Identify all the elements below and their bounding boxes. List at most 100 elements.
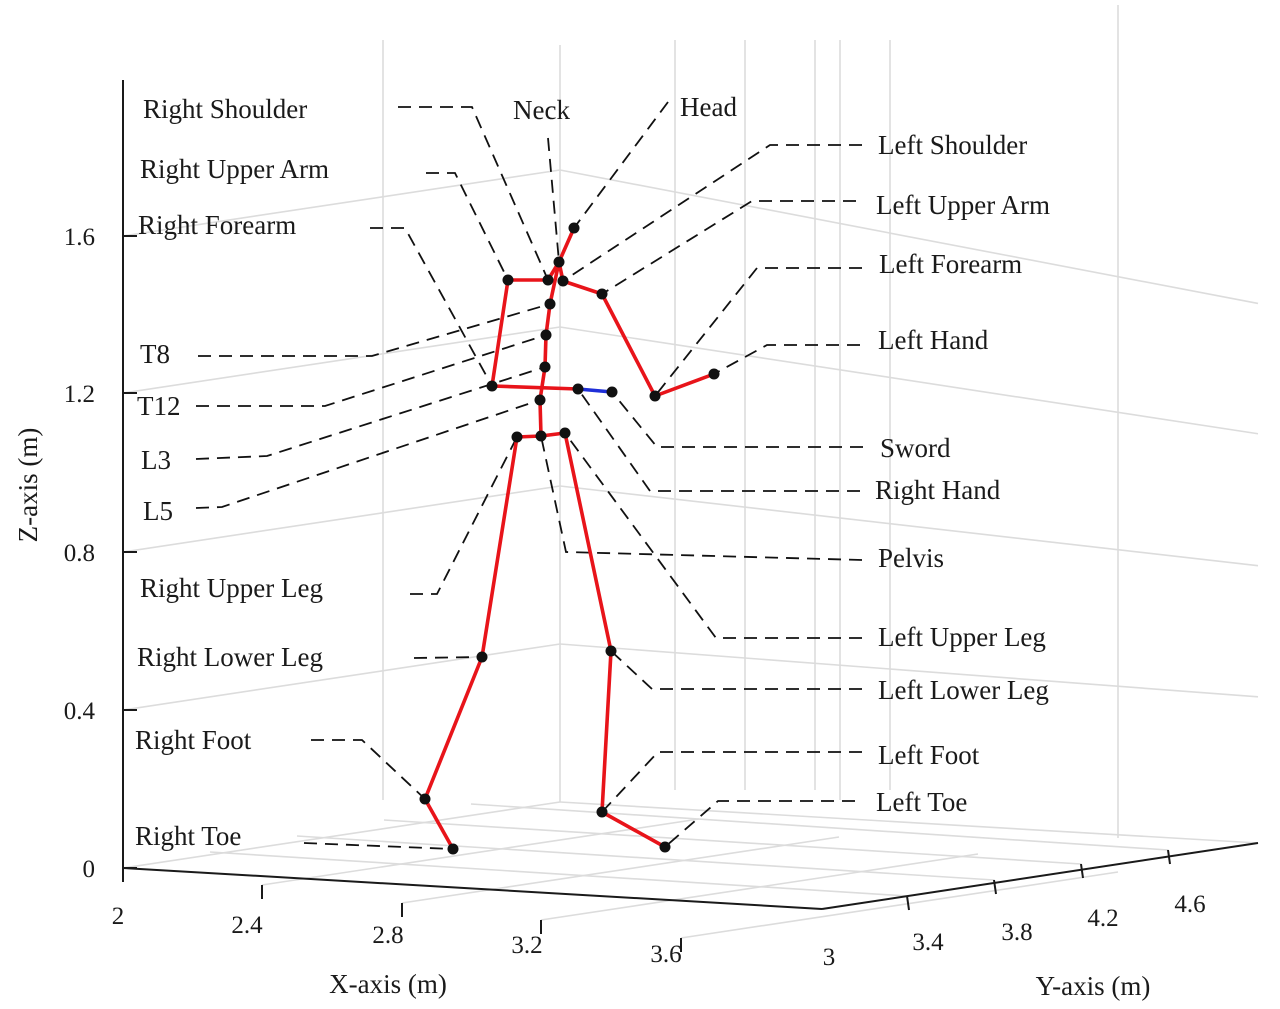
- axes-layer: [122, 80, 1259, 952]
- bone-segment: [548, 260, 561, 306]
- joint-label: T8: [140, 339, 170, 369]
- joint-label: Right Forearm: [138, 210, 296, 240]
- bone-layer: [423, 226, 716, 851]
- leader-layer: [195, 101, 863, 850]
- y-tick-label: 3.4: [912, 929, 944, 956]
- joint-label: Left Toe: [876, 787, 967, 817]
- grid-line: [383, 819, 1082, 865]
- label-leader-line: [664, 800, 855, 848]
- x-tick-label: 2: [112, 903, 125, 930]
- label-leader-line: [196, 334, 547, 407]
- label-leader-line: [413, 656, 483, 659]
- bone-segment: [653, 372, 716, 398]
- joint-label: Sword: [880, 433, 951, 463]
- y-tick-label: 4.2: [1087, 905, 1118, 932]
- joint-label: Left Upper Arm: [876, 190, 1050, 220]
- joint-marker: [553, 256, 565, 268]
- z-tick-label: 0.4: [64, 698, 96, 725]
- y-tick: [906, 895, 910, 911]
- joint-marker: [557, 275, 569, 287]
- joint-label: L3: [141, 445, 171, 475]
- x-axis-line: [122, 867, 823, 910]
- label-leader-line: [611, 391, 863, 448]
- grid-line: [559, 169, 1259, 305]
- z-tick-label: 1.2: [64, 381, 95, 408]
- label-leader-line: [303, 842, 454, 850]
- label-leader-line: [713, 344, 860, 375]
- grid-line: [122, 643, 561, 711]
- label-leader-line: [370, 227, 493, 387]
- bone-segment: [538, 365, 547, 402]
- z-tick-labels: 0 0.4 0.8 1.2 1.6: [64, 224, 96, 883]
- bone-segment: [600, 292, 657, 398]
- grid-line: [122, 485, 561, 553]
- grid-line: [401, 836, 840, 904]
- y-tick-label: 3.8: [1001, 919, 1032, 946]
- bone-segment: [480, 435, 519, 659]
- joint-marker: [568, 222, 580, 234]
- joint-label: Right Upper Leg: [140, 573, 323, 603]
- grid-line: [559, 801, 1259, 844]
- joint-marker: [649, 390, 661, 402]
- label-leader-line: [398, 106, 549, 281]
- grid-line: [122, 801, 561, 869]
- label-leader-line: [577, 388, 860, 492]
- label-leader-line: [654, 267, 862, 397]
- joint-label: L5: [143, 496, 173, 526]
- joint-marker: [708, 368, 720, 380]
- joint-marker: [419, 793, 431, 805]
- joint-label: Head: [680, 92, 737, 122]
- label-leader-line: [601, 751, 862, 813]
- joint-label: Left Lower Leg: [878, 675, 1049, 705]
- bone-segment: [423, 655, 484, 801]
- grid-line: [209, 851, 908, 897]
- grid-line: [122, 326, 561, 394]
- y-tick: [1080, 863, 1084, 879]
- bone-segment: [600, 810, 667, 849]
- z-tick-label: 1.6: [64, 224, 95, 251]
- label-leader-line: [195, 366, 546, 460]
- label-leader-line: [610, 650, 862, 690]
- joint-label: Right Shoulder: [143, 94, 307, 124]
- x-tick-label: 3: [823, 944, 836, 971]
- joint-label: Right Toe: [135, 821, 241, 851]
- z-tick-label: 0.8: [64, 540, 95, 567]
- joint-marker: [544, 298, 556, 310]
- joint-marker: [596, 288, 608, 300]
- grid-line: [296, 835, 995, 881]
- joint-marker: [486, 380, 498, 392]
- x-tick-labels: 2 2.4 2.8 3.2 3.6 3: [112, 903, 836, 971]
- label-leader-line: [547, 137, 560, 263]
- x-tick-label: 3.6: [650, 941, 681, 968]
- x-tick-label: 2.8: [372, 922, 403, 949]
- bone-segment: [490, 384, 580, 391]
- x-axis-label: X-axis (m): [329, 969, 447, 999]
- joint-label: Neck: [513, 95, 570, 125]
- joint-marker: [511, 431, 523, 443]
- joint-label: Right Foot: [135, 725, 252, 755]
- joint-marker: [572, 383, 584, 395]
- label-leader-line: [540, 435, 863, 561]
- z-tick-label: 0: [83, 856, 96, 883]
- bone-segment: [561, 279, 604, 296]
- joint-marker: [447, 843, 459, 855]
- grid-line: [470, 803, 1169, 851]
- bone-segment: [600, 649, 613, 814]
- joint-marker: [559, 427, 571, 439]
- grid-line: [559, 326, 1259, 435]
- y-axis-line: [821, 842, 1259, 910]
- joint-marker: [539, 361, 551, 373]
- joint-marker: [606, 386, 618, 398]
- joint-label: Left Forearm: [879, 249, 1022, 279]
- joint-label: Left Hand: [878, 325, 989, 355]
- joint-label: Right Upper Arm: [140, 154, 329, 184]
- y-tick: [1167, 849, 1171, 865]
- joint-marker: [605, 645, 617, 657]
- sword-segment: [576, 387, 614, 394]
- z-axis-label: Z-axis (m): [13, 428, 43, 543]
- label-leader-line: [573, 101, 669, 229]
- joint-marker: [534, 394, 546, 406]
- label-leader-line: [311, 739, 426, 800]
- joint-marker: [535, 430, 547, 442]
